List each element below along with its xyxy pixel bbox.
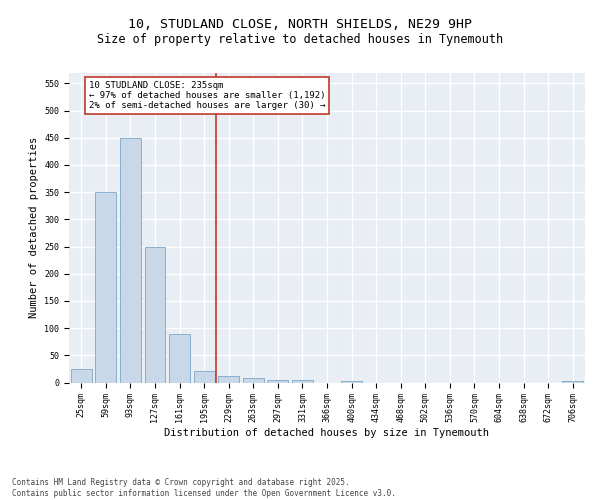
X-axis label: Distribution of detached houses by size in Tynemouth: Distribution of detached houses by size … xyxy=(164,428,490,438)
Bar xyxy=(218,376,239,382)
Bar xyxy=(120,138,141,382)
Bar xyxy=(341,381,362,382)
Bar xyxy=(71,369,92,382)
Y-axis label: Number of detached properties: Number of detached properties xyxy=(29,137,39,318)
Bar xyxy=(194,370,215,382)
Bar xyxy=(268,380,289,382)
Bar xyxy=(292,380,313,382)
Bar xyxy=(95,192,116,382)
Bar xyxy=(243,378,264,382)
Bar xyxy=(169,334,190,382)
Text: 10 STUDLAND CLOSE: 235sqm
← 97% of detached houses are smaller (1,192)
2% of sem: 10 STUDLAND CLOSE: 235sqm ← 97% of detac… xyxy=(89,80,325,110)
Bar xyxy=(562,381,583,382)
Text: 10, STUDLAND CLOSE, NORTH SHIELDS, NE29 9HP: 10, STUDLAND CLOSE, NORTH SHIELDS, NE29 … xyxy=(128,18,472,30)
Bar xyxy=(145,246,166,382)
Text: Size of property relative to detached houses in Tynemouth: Size of property relative to detached ho… xyxy=(97,32,503,46)
Text: Contains HM Land Registry data © Crown copyright and database right 2025.
Contai: Contains HM Land Registry data © Crown c… xyxy=(12,478,396,498)
